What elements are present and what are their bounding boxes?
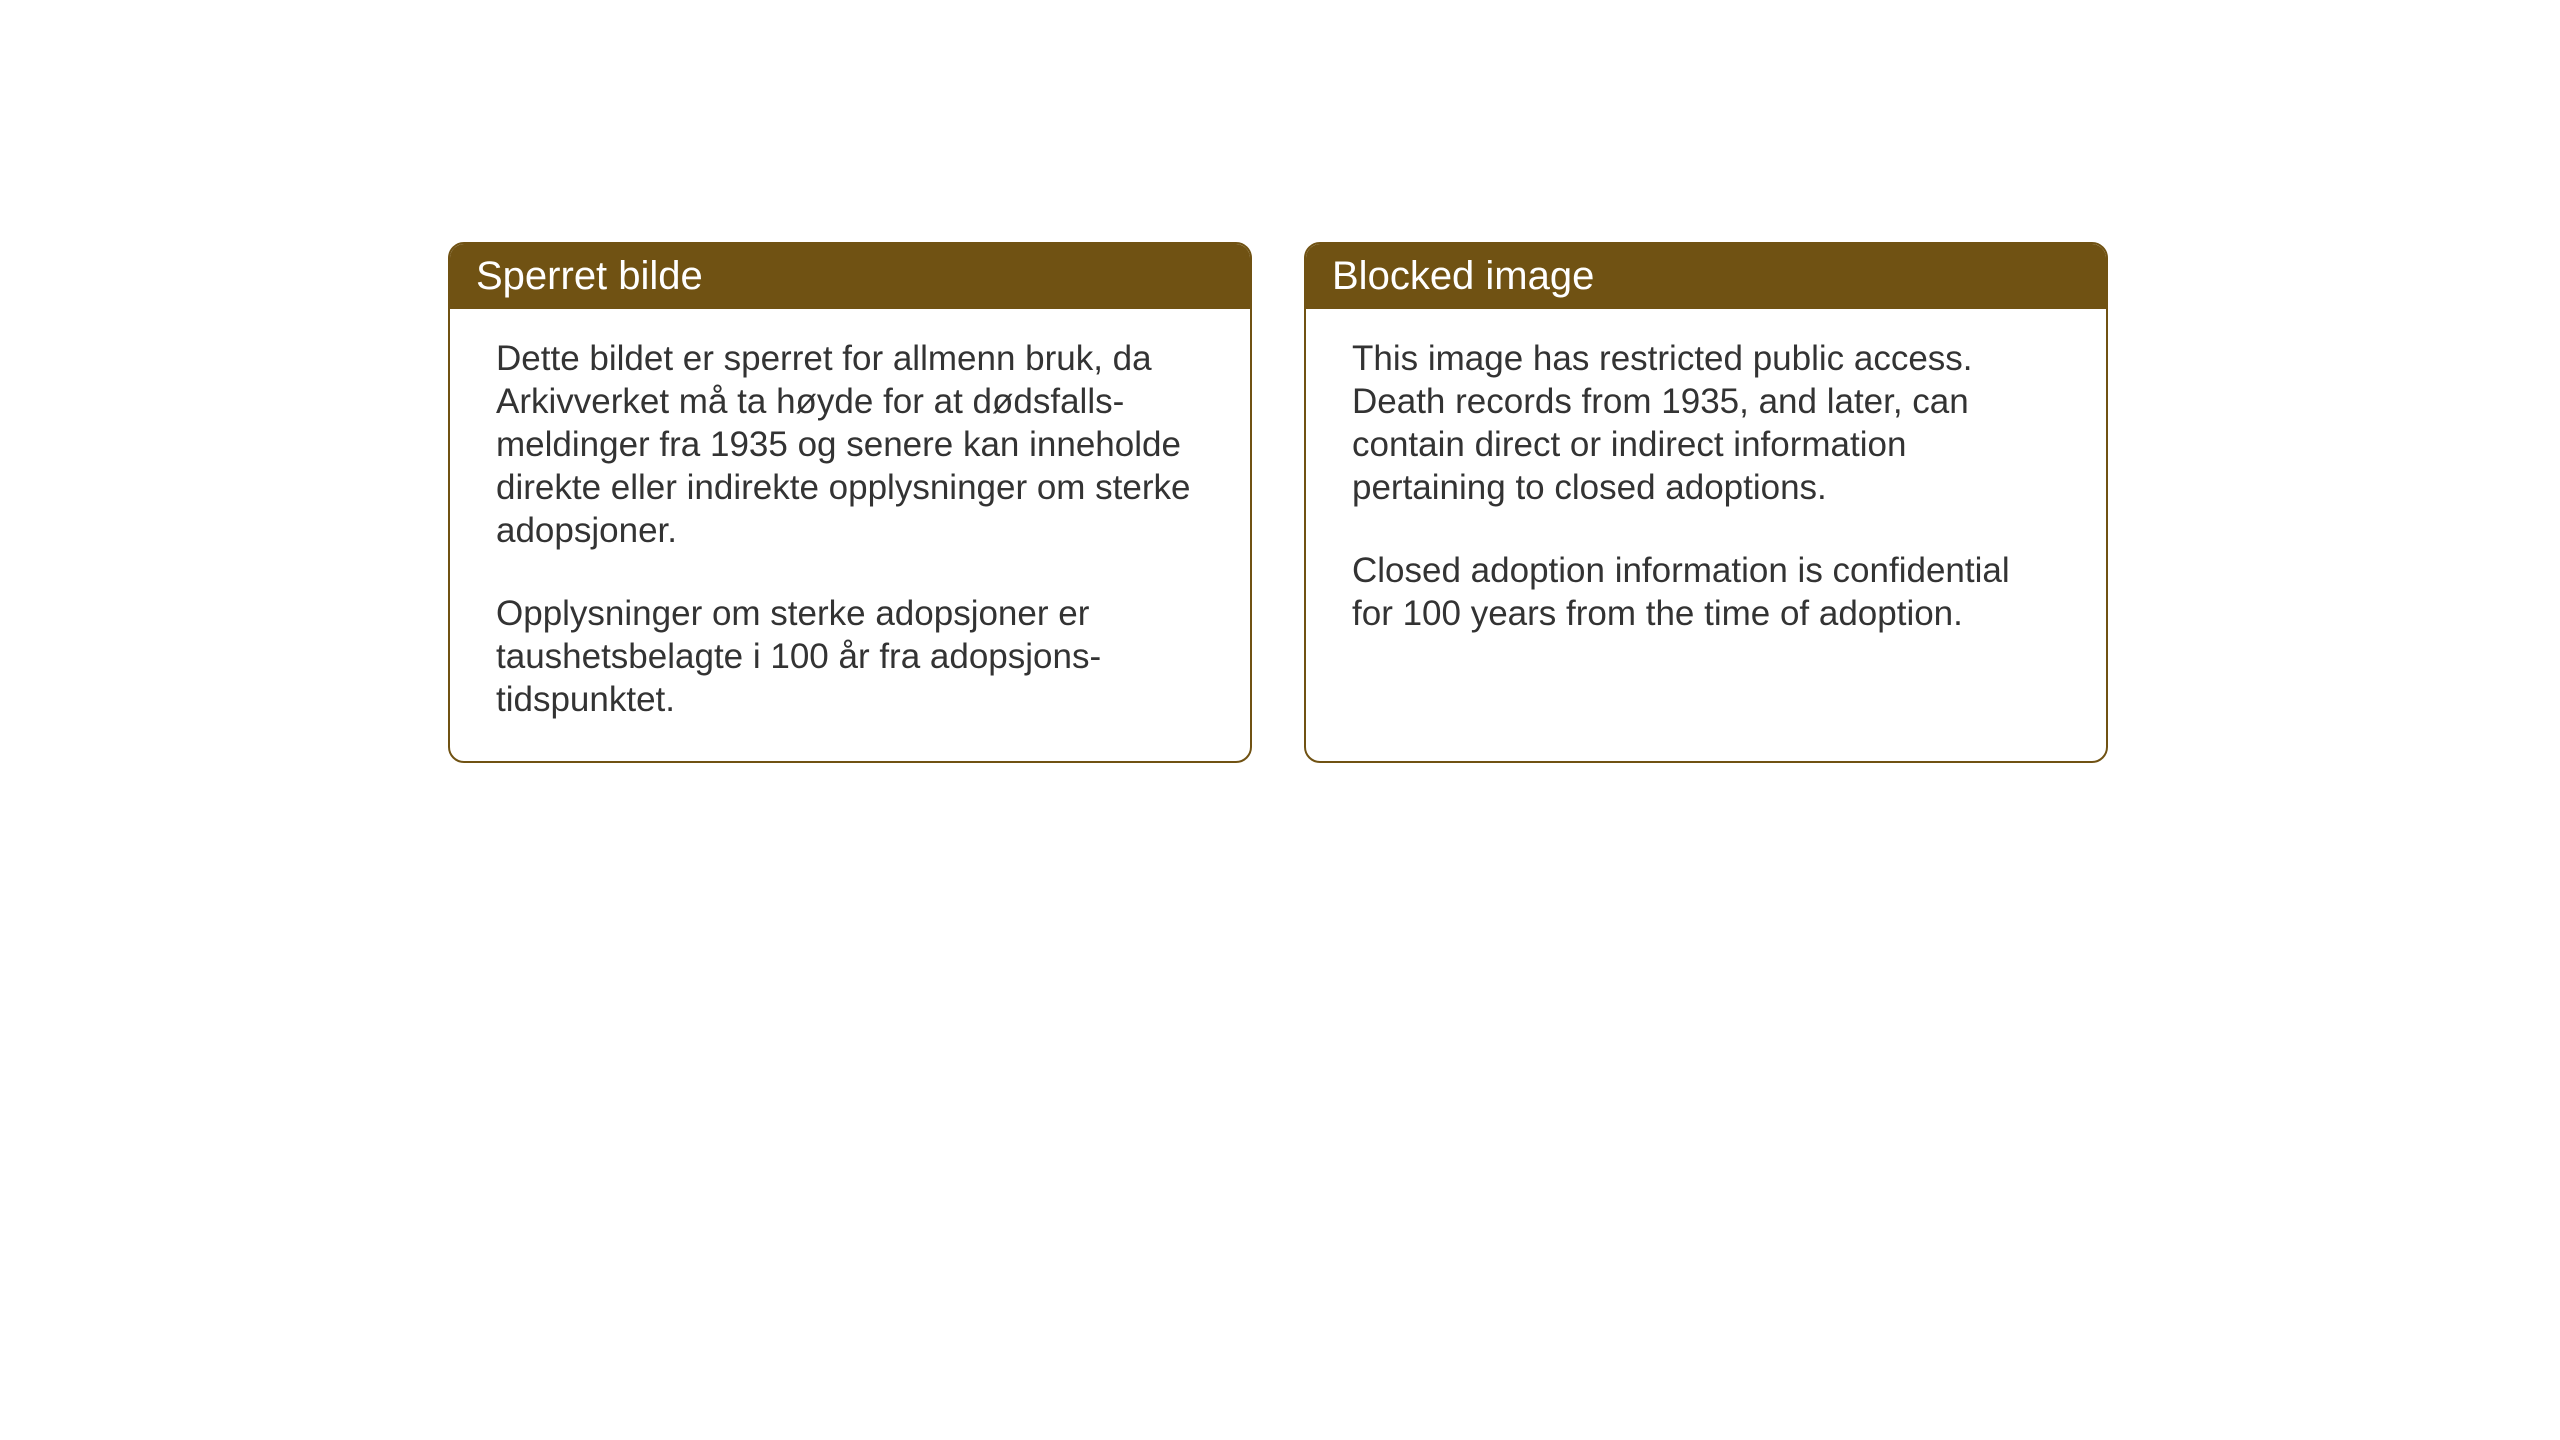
norwegian-card-title: Sperret bilde <box>450 244 1250 309</box>
english-paragraph-1: This image has restricted public access.… <box>1352 337 2060 509</box>
norwegian-paragraph-2: Opplysninger om sterke adopsjoner er tau… <box>496 592 1204 721</box>
english-card-title: Blocked image <box>1306 244 2106 309</box>
norwegian-paragraph-1: Dette bildet er sperret for allmenn bruk… <box>496 337 1204 552</box>
norwegian-card: Sperret bilde Dette bildet er sperret fo… <box>448 242 1252 763</box>
english-paragraph-2: Closed adoption information is confident… <box>1352 549 2060 635</box>
english-card: Blocked image This image has restricted … <box>1304 242 2108 763</box>
english-card-body: This image has restricted public access.… <box>1306 309 2106 675</box>
cards-container: Sperret bilde Dette bildet er sperret fo… <box>448 242 2108 763</box>
norwegian-card-body: Dette bildet er sperret for allmenn bruk… <box>450 309 1250 761</box>
